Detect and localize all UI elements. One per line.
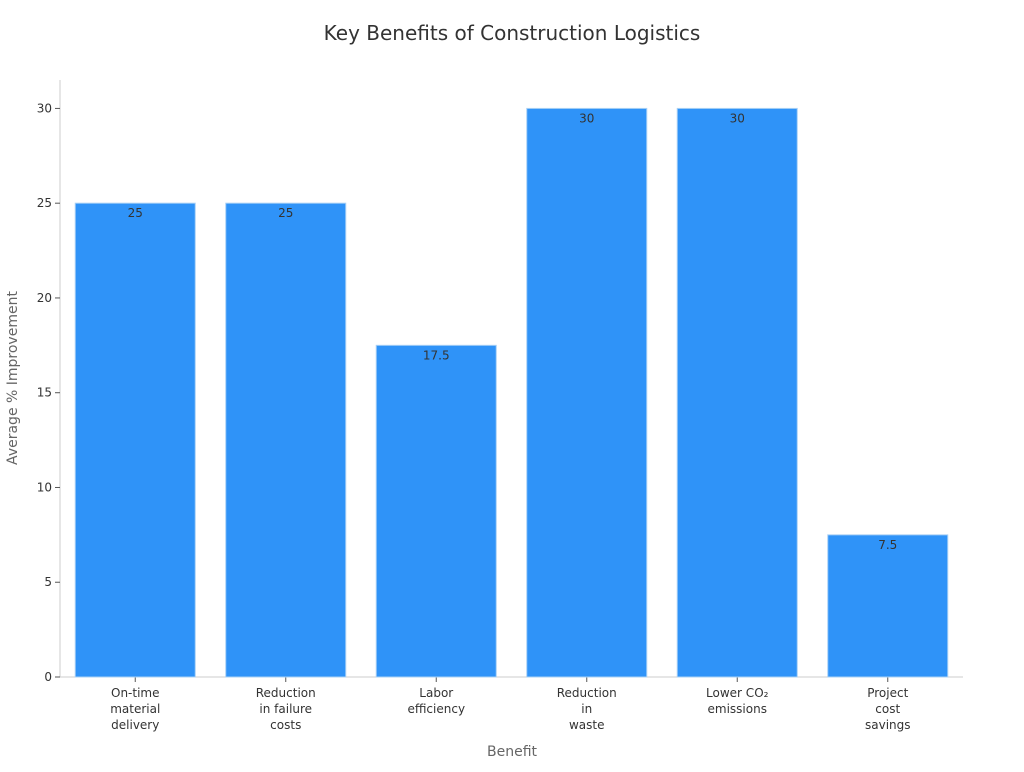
- x-tick-label: Labor efficiency: [407, 686, 465, 716]
- x-tick-label-line: Reduction: [557, 686, 617, 700]
- bar: [827, 534, 949, 678]
- x-tick-label: Project cost savings: [865, 686, 911, 732]
- y-tick-label: 10: [37, 480, 52, 494]
- x-tick-label-line: waste: [569, 718, 605, 732]
- data-label: 25: [278, 206, 293, 220]
- y-tick-label: 5: [44, 575, 52, 589]
- x-tick-label-line: savings: [865, 718, 911, 732]
- y-tick-label: 30: [37, 101, 52, 115]
- data-label: 17.5: [423, 348, 450, 362]
- x-tick-label-line: cost: [875, 702, 900, 716]
- x-axis-label: Benefit: [487, 744, 538, 760]
- x-tick-label-line: Labor: [419, 686, 453, 700]
- x-tick-label: Reduction in waste: [557, 686, 617, 732]
- bar: [74, 202, 196, 678]
- x-tick-label-line: efficiency: [407, 702, 465, 716]
- x-tick-label-line: in failure: [259, 702, 312, 716]
- y-tick-label: 20: [37, 291, 52, 305]
- x-tick-label-line: Reduction: [256, 686, 316, 700]
- y-tick-label: 15: [37, 386, 52, 400]
- x-tick-label-line: Lower CO₂: [706, 686, 769, 700]
- bar: [676, 107, 798, 678]
- x-tick-label: Reduction in failure costs: [256, 686, 316, 732]
- chart-title: Key Benefits of Construction Logistics: [324, 21, 701, 45]
- x-tick-label: Lower CO₂ emissions: [706, 686, 769, 716]
- x-tick-label: On-time material delivery: [110, 686, 160, 732]
- x-tick-label-line: delivery: [111, 718, 159, 732]
- bar: [526, 107, 648, 678]
- y-tick-label: 0: [44, 670, 52, 684]
- bar: [375, 344, 497, 678]
- y-axis-label: Average % Improvement: [5, 291, 21, 465]
- bar: [225, 202, 347, 678]
- x-tick-label-line: material: [110, 702, 160, 716]
- y-tick-label: 25: [37, 196, 52, 210]
- x-tick-label-line: emissions: [708, 702, 767, 716]
- x-tick-label-line: in: [581, 702, 592, 716]
- data-label: 7.5: [878, 538, 897, 552]
- x-tick-label-line: On-time: [111, 686, 160, 700]
- x-tick-label-line: Project: [867, 686, 908, 700]
- x-tick-label-line: costs: [270, 718, 301, 732]
- data-label: 30: [579, 111, 594, 125]
- data-label: 30: [730, 111, 745, 125]
- data-label: 25: [128, 206, 143, 220]
